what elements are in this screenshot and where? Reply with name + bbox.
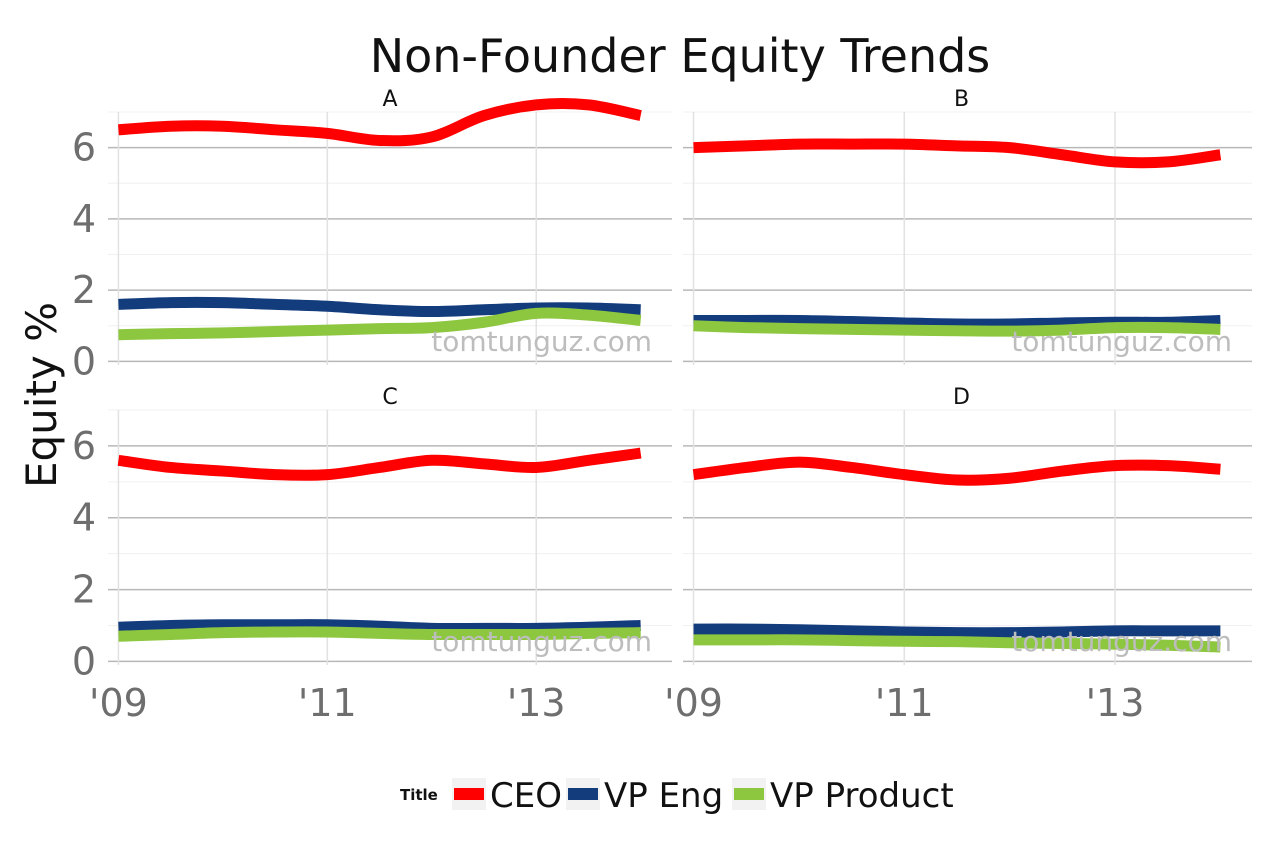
watermark: tomtunguz.com: [1011, 625, 1232, 658]
y-tick-label: 0: [72, 339, 96, 383]
facet-label: D: [953, 385, 970, 410]
legend-item-ceo: CEO: [452, 776, 562, 816]
legend-item-vp-product: VP Product: [732, 776, 954, 816]
x-tick-label: '09: [664, 681, 723, 725]
x-tick-label: '11: [298, 681, 357, 725]
legend: Title CEO VP Eng VP Product: [400, 776, 954, 816]
series-line-ceo: [692, 456, 1221, 486]
facet-panel-c: C 0 2 4 6 tomtunguz.com: [72, 385, 672, 683]
legend-swatch: [568, 788, 598, 800]
x-tick-label: '13: [1086, 681, 1145, 725]
x-axis-ticks: '09 '11 '13 '09 '11 '13: [89, 681, 1144, 725]
series-line-ceo: [693, 138, 1222, 169]
series-line-vp-product: [693, 320, 1221, 337]
y-axis-label: Equity %: [17, 302, 66, 488]
x-tick-label: '11: [875, 681, 934, 725]
series-line-ceo: [118, 98, 642, 147]
x-tick-label: '13: [507, 681, 566, 725]
facet-label: C: [382, 385, 397, 410]
series-line-vp-product: [118, 307, 642, 341]
y-tick-label: 6: [72, 424, 96, 468]
series-line-vp-eng: [118, 619, 641, 635]
y-tick-label: 4: [72, 496, 96, 540]
y-tick-label: 4: [72, 197, 96, 241]
legend-title: Title: [400, 786, 438, 804]
series-line-vp-product: [118, 626, 641, 642]
legend-label: CEO: [490, 776, 562, 816]
legend-swatch: [734, 788, 764, 800]
legend-label: VP Product: [770, 776, 954, 816]
watermark: tomtunguz.com: [431, 625, 652, 658]
facet-label: B: [954, 87, 969, 112]
x-tick-label: '09: [89, 681, 148, 725]
legend-label: VP Eng: [604, 776, 723, 816]
legend-swatch: [454, 788, 484, 800]
facet-panels: A0246tomtunguz.comBtomtunguz.comC0246tom…: [72, 87, 1252, 683]
series-line-vp-eng: [693, 623, 1221, 639]
watermark: tomtunguz.com: [1011, 325, 1232, 358]
legend-item-vp-eng: VP Eng: [566, 776, 723, 816]
series-line-ceo: [117, 447, 642, 481]
series-line-vp-product: [693, 634, 1221, 653]
watermark: tomtunguz.com: [431, 325, 652, 358]
y-tick-label: 2: [72, 568, 96, 612]
y-tick-label: 2: [72, 268, 96, 312]
facet-panel-a: A 0 2 4 6 tomtunguz.com: [72, 87, 672, 383]
y-tick-label: 0: [72, 639, 96, 683]
chart-title: Non-Founder Equity Trends: [370, 29, 991, 83]
facet-label: A: [382, 87, 397, 112]
y-tick-label: 6: [72, 126, 96, 170]
